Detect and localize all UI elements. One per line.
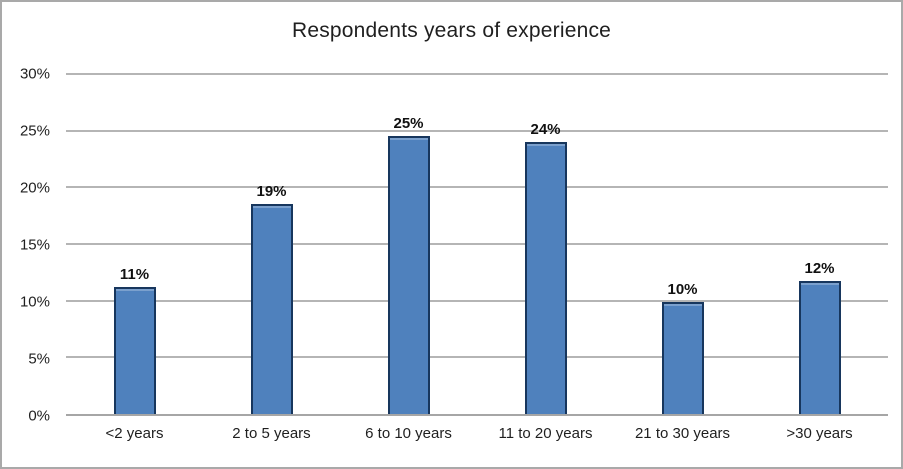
- gridline: [66, 73, 888, 75]
- bar-slot: 24%: [477, 74, 614, 414]
- chart-title: Respondents years of experience: [291, 19, 612, 42]
- y-tick-label: 30%: [19, 65, 50, 83]
- x-tick-label: 6 to 10 years: [365, 425, 452, 442]
- bar: [661, 301, 704, 414]
- bar: [250, 204, 293, 414]
- x-axis-labels: <2 years 2 to 5 years 6 to 10 years 11 to 2…: [66, 425, 888, 443]
- bar-slot: 11%: [66, 74, 203, 414]
- x-tick-label: >30 years: [786, 425, 853, 442]
- bar: [113, 287, 156, 414]
- gridline: [66, 129, 888, 132]
- data-label: 11%: [119, 266, 150, 284]
- data-label: 10%: [667, 280, 698, 298]
- bar: [524, 142, 567, 414]
- bar-slot: 19%: [203, 74, 340, 414]
- data-label: 12%: [804, 260, 835, 278]
- gridline: [66, 186, 888, 189]
- data-label: 24%: [530, 121, 561, 138]
- bar-slot: 25%: [340, 74, 477, 414]
- x-tick-label: 2 to 5 years: [232, 425, 311, 442]
- gridline: [66, 356, 888, 359]
- y-tick-label: 15%: [19, 236, 50, 254]
- x-tick-label: 21 to 30 years: [634, 425, 731, 442]
- y-tick-label: 5%: [28, 350, 50, 368]
- bar-slot: 10%: [614, 74, 751, 414]
- x-tick-label: 11 to 20 years: [498, 425, 593, 442]
- y-tick-label: 20%: [19, 179, 50, 197]
- plot-area: 11% 19% 25% 24% 10% 12%: [66, 73, 888, 416]
- gridline: [66, 243, 888, 245]
- data-label: 19%: [256, 183, 287, 201]
- y-tick-label: 10%: [19, 293, 50, 311]
- gridline: [66, 299, 888, 302]
- bars-row: 11% 19% 25% 24% 10% 12%: [66, 74, 888, 414]
- x-tick-label: <2 years: [105, 425, 164, 442]
- bar: [798, 281, 841, 414]
- y-tick-label: 25%: [19, 122, 50, 140]
- y-tick-label: 0%: [28, 407, 50, 425]
- y-axis-labels: 0% 5% 10% 15% 20% 25% 30%: [2, 67, 50, 424]
- data-label: 25%: [393, 115, 424, 133]
- bar-slot: 12%: [751, 74, 888, 414]
- bar: [387, 136, 430, 414]
